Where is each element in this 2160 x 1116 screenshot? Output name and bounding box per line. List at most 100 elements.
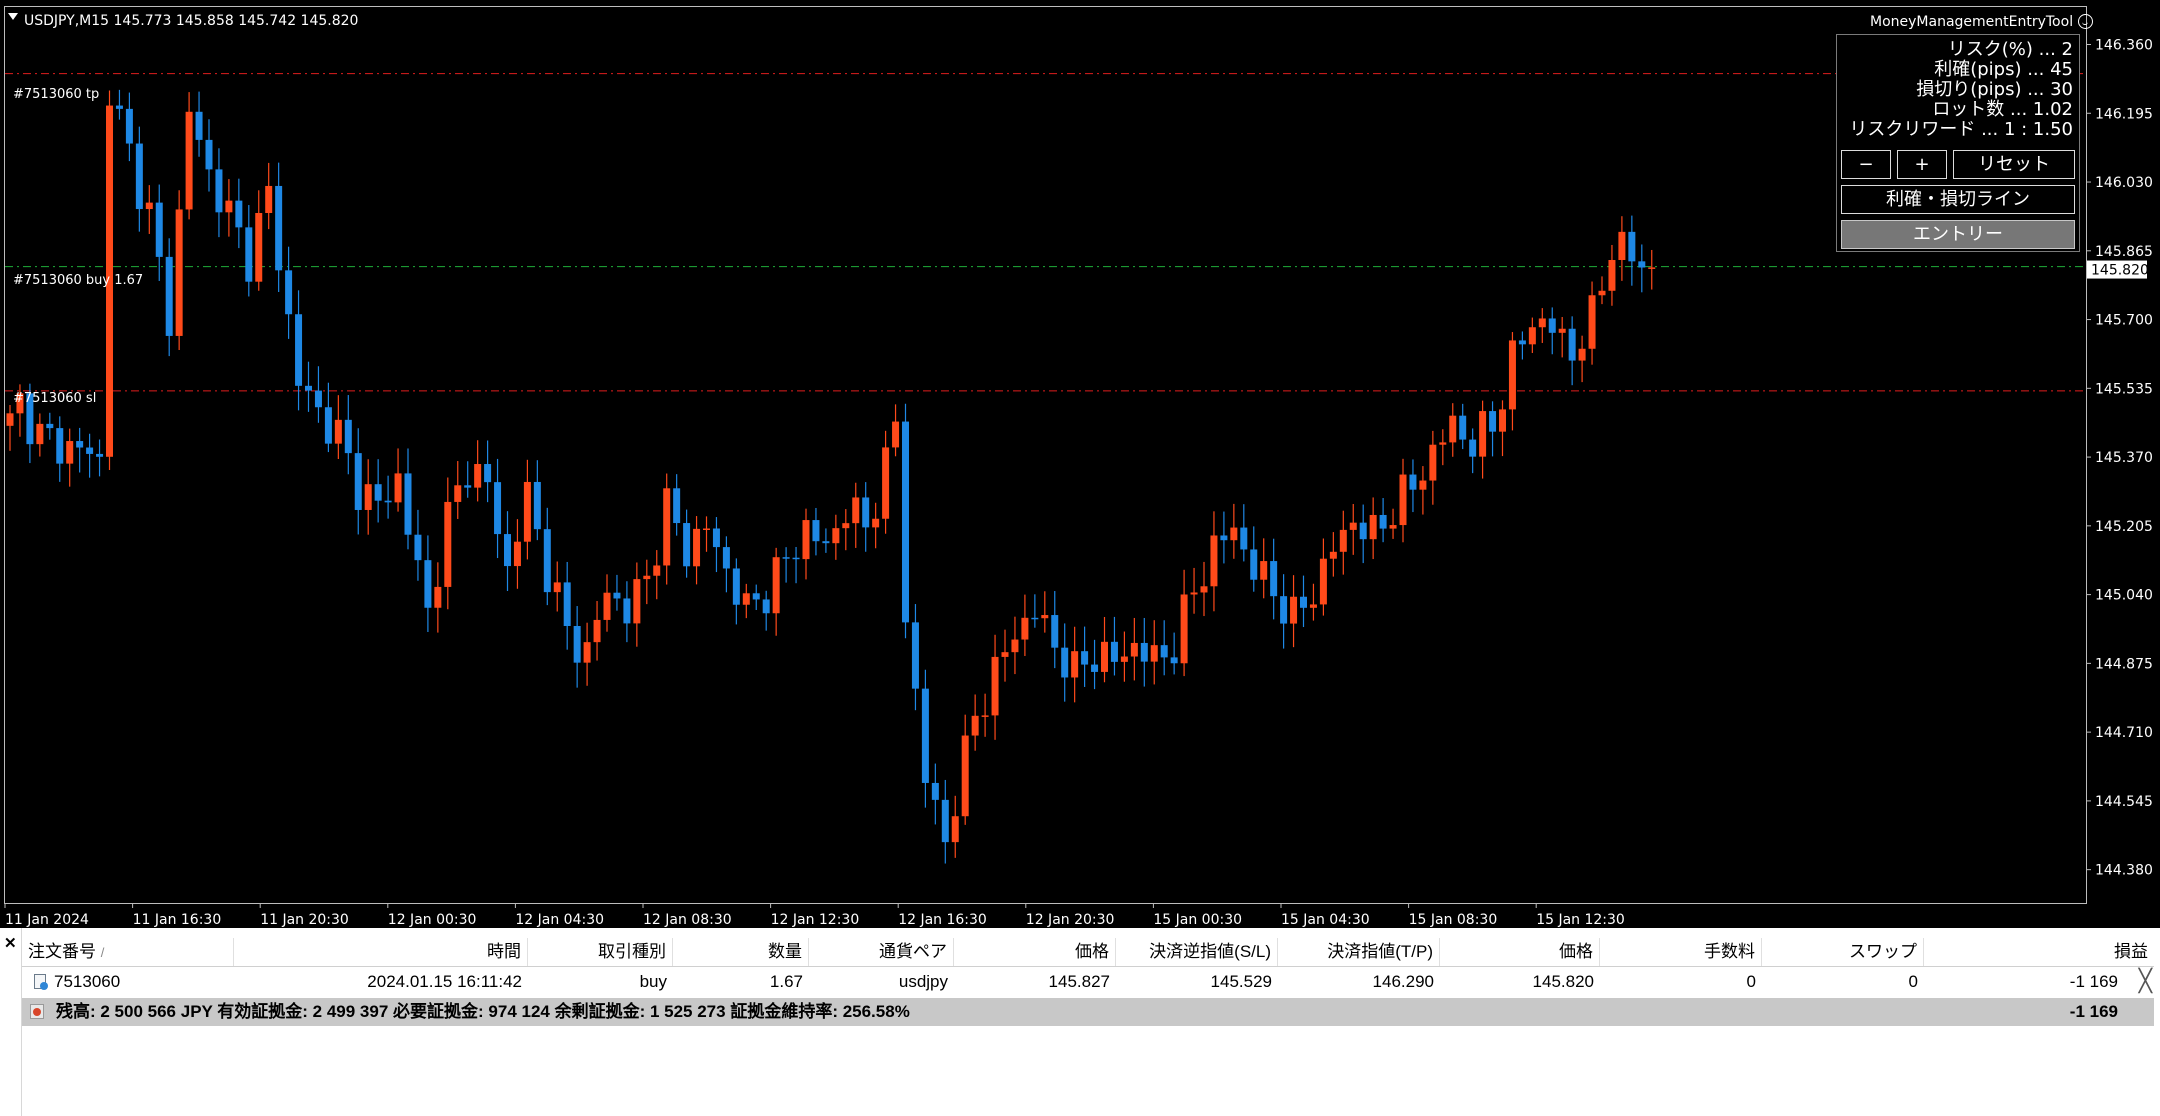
candle-body (474, 464, 482, 488)
candle-body (225, 200, 233, 213)
candle-body (305, 385, 312, 391)
col-stop-loss[interactable]: 決済逆指値(S/L) (1116, 938, 1278, 966)
param-take-profit: 利確(pips) ... 45 (1934, 59, 2073, 80)
candle-body (195, 111, 203, 140)
price-chart[interactable]: 146.360 146.195 146.030 145.865 145.700 145.5… (0, 0, 2160, 928)
candle-body (314, 390, 322, 408)
candle-body (155, 202, 163, 257)
candle-body (1528, 327, 1536, 345)
candle-body (1240, 527, 1248, 550)
cell-order-number: 7513060 (54, 972, 121, 991)
table-row[interactable]: 7513060 2024.01.15 16:11:42 buy 1.67 usd… (22, 968, 2154, 996)
candle-body (792, 557, 800, 560)
y-tick-label: 144.545 (2095, 794, 2153, 810)
close-order-icon[interactable]: ╳ (2138, 968, 2152, 993)
candle-body (165, 256, 173, 336)
candle-body (185, 111, 193, 210)
col-symbol[interactable]: 通貨ペア (809, 938, 954, 966)
candle-body (1409, 474, 1417, 490)
cell-volume: 1.67 (769, 972, 803, 991)
col-price[interactable]: 価格 (954, 938, 1116, 966)
col-order-number-label: 注文番号 (28, 942, 96, 961)
y-tick-label: 146.195 (2095, 106, 2153, 122)
candle-body (1170, 657, 1178, 664)
col-commission[interactable]: 手数料 (1600, 938, 1762, 966)
terminal-close-icon[interactable]: ✕ (4, 935, 17, 952)
candle-body (1160, 645, 1168, 658)
y-tick-label: 146.360 (2095, 38, 2153, 54)
col-swap[interactable]: スワップ (1762, 938, 1924, 966)
x-tick-label: 15 Jan 00:30 (1153, 912, 1242, 928)
y-tick-label: 144.380 (2095, 863, 2153, 879)
candle-body (26, 393, 34, 445)
candle-body (802, 520, 810, 560)
candle-body (6, 413, 14, 426)
time-axis: 11 Jan 2024 11 Jan 16:30 11 Jan 20:30 12 Ja… (4, 903, 1625, 928)
candle-body (374, 484, 382, 501)
candle-body (1499, 409, 1506, 432)
candle-body (593, 619, 601, 643)
candle-body (812, 520, 820, 542)
candle-body (1518, 340, 1526, 345)
candle-body (1309, 604, 1317, 608)
y-tick-label: 144.875 (2095, 656, 2153, 672)
money-management-panel: リスク(%) ... 2 利確(pips) ... 45 損切り(pips) .… (1836, 34, 2080, 252)
y-tick-label: 146.030 (2095, 175, 2153, 191)
candle-body (1081, 651, 1089, 665)
cell-type: buy (639, 972, 667, 991)
col-current-price[interactable]: 価格 (1440, 938, 1600, 966)
entry-button[interactable]: エントリー (1841, 220, 2075, 249)
candle-body (1339, 529, 1347, 552)
x-tick-label: 12 Jan 16:30 (898, 912, 987, 928)
col-type[interactable]: 取引種別 (528, 938, 673, 966)
col-order-number[interactable]: 注文番号 / (22, 938, 234, 966)
col-profit[interactable]: 損益 (2114, 942, 2148, 961)
candle-body (106, 105, 113, 457)
candle-body (663, 488, 671, 566)
candle-body (1439, 442, 1447, 445)
col-time[interactable]: 時間 (234, 938, 528, 966)
y-tick-label: 145.535 (2095, 381, 2153, 397)
candle-body (334, 419, 342, 444)
plot-frame (4, 6, 2087, 904)
plus-button[interactable]: + (1897, 150, 1947, 179)
tp-sl-line-button[interactable]: 利確・損切ライン (1841, 185, 2075, 214)
candle-body (125, 108, 133, 144)
candle-body (1608, 260, 1616, 291)
chart-window[interactable]: 146.360 146.195 146.030 145.865 145.700 145.5… (0, 0, 2160, 928)
candle-body (1041, 615, 1049, 619)
candle-body (852, 497, 860, 524)
x-tick-label: 12 Jan 04:30 (515, 912, 604, 928)
col-take-profit[interactable]: 決済指値(T/P) (1278, 938, 1440, 966)
candle-body (115, 105, 123, 109)
y-tick-label: 145.205 (2095, 519, 2153, 535)
candle-body (553, 582, 561, 593)
chart-menu-triangle-icon[interactable] (8, 13, 18, 20)
candle-body (523, 481, 531, 542)
terminal-panel: ✕ 注文番号 / 時間 取引種別 数量 通貨ペア 価格 決済逆指値(S/L) 決… (0, 928, 2160, 1116)
sort-indicator-icon: / (100, 945, 105, 960)
candle-body (384, 500, 392, 503)
x-tick-label: 11 Jan 16:30 (133, 912, 222, 928)
candle-body (1140, 642, 1148, 662)
candle-body (444, 501, 452, 587)
cell-swap: 0 (1908, 972, 1918, 991)
candle-body (1011, 639, 1019, 653)
candle-body (86, 447, 94, 454)
order-icon (34, 974, 48, 990)
candle-body (1329, 551, 1337, 559)
candle-body (364, 484, 372, 510)
candle-body (1101, 641, 1108, 672)
cell-commission: 0 (1746, 972, 1756, 991)
param-stop-loss: 損切り(pips) ... 30 (1916, 79, 2073, 100)
candle-body (732, 568, 740, 605)
candle-body (265, 185, 273, 213)
minus-button[interactable]: − (1841, 150, 1891, 179)
candle-body (285, 270, 293, 315)
reset-button[interactable]: リセット (1953, 150, 2075, 179)
smiley-icon (2078, 14, 2094, 29)
candle-body (295, 314, 303, 386)
candle-body (394, 473, 402, 503)
col-volume[interactable]: 数量 (673, 938, 809, 966)
candle-body (1578, 348, 1586, 361)
